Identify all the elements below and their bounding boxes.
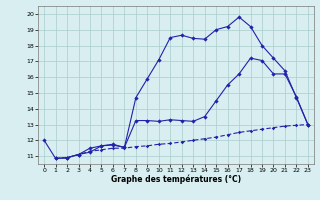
X-axis label: Graphe des températures (°C): Graphe des températures (°C) (111, 175, 241, 184)
